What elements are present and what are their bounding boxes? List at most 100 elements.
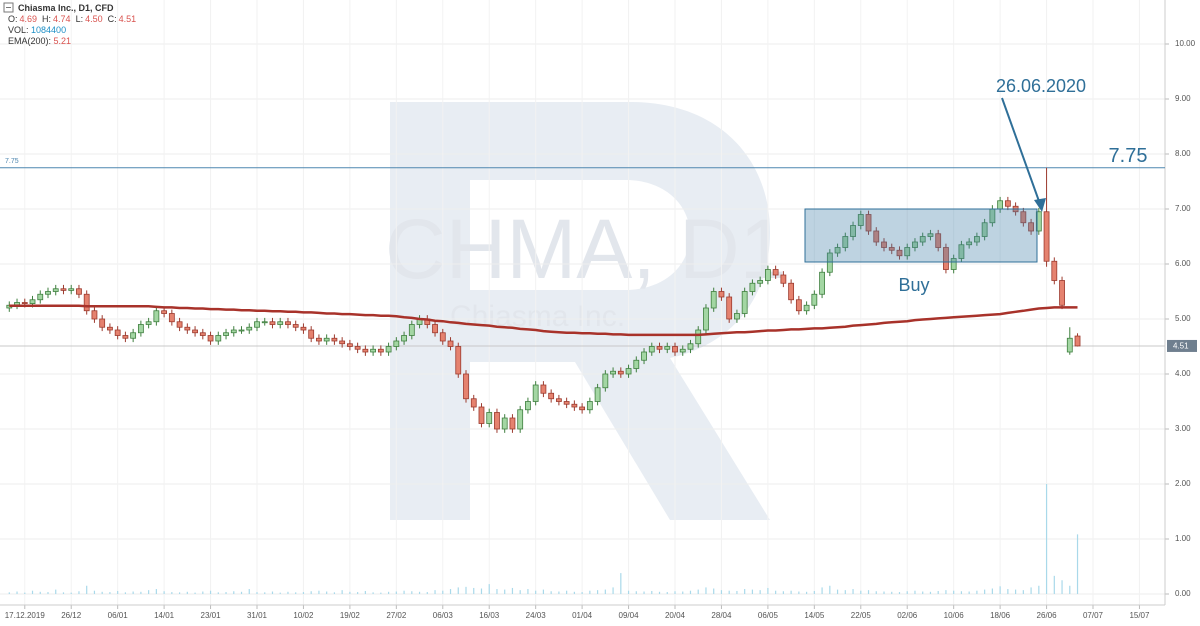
volume-bar — [744, 589, 746, 594]
candle-body — [300, 326, 307, 331]
candle-body — [478, 406, 485, 424]
volume-bar — [775, 590, 777, 594]
candle-body — [1004, 200, 1011, 207]
candle-body — [943, 247, 949, 270]
candle-body — [192, 329, 198, 334]
candle-body — [741, 291, 748, 314]
candle-body — [393, 340, 400, 347]
candle-body — [215, 335, 222, 342]
candle-body — [377, 348, 384, 353]
candle-body — [865, 214, 872, 232]
candle-body — [896, 249, 903, 257]
volume-bar — [39, 591, 41, 594]
x-tick-label: 23/01 — [201, 611, 222, 620]
volume-bar — [132, 591, 134, 594]
candle-body — [641, 351, 647, 361]
volume-bar — [713, 588, 715, 594]
candle-body — [517, 409, 524, 430]
watermark-symbol: CHMA, D1 — [385, 202, 786, 296]
volume-bar — [991, 588, 993, 594]
candle-body — [122, 335, 129, 339]
volume-bar — [364, 590, 366, 594]
candle-body — [83, 293, 90, 312]
candle-body — [997, 200, 1004, 210]
volume-bar — [867, 590, 870, 594]
level-label-small: 7.75 — [5, 158, 19, 165]
volume-bar — [937, 590, 939, 594]
candle-body — [114, 329, 121, 336]
volume-bar — [558, 591, 560, 594]
volume-bar — [295, 592, 297, 594]
legend-value: 4.69 — [20, 14, 38, 24]
candle-body — [316, 337, 322, 342]
volume-bar — [658, 591, 661, 594]
candle-body — [617, 370, 624, 375]
candle-body — [447, 340, 454, 347]
arrow-head — [1034, 198, 1046, 212]
candle-body — [850, 225, 856, 237]
candle-body — [21, 302, 28, 304]
volume-bar — [117, 590, 119, 594]
legend-label: H: — [42, 14, 51, 24]
volume-bar — [403, 590, 405, 594]
candle-body — [695, 329, 702, 345]
volume-bar — [16, 591, 18, 594]
candle-body — [261, 321, 268, 324]
candle-body — [285, 321, 291, 325]
candle-body — [532, 384, 539, 402]
legend-value: 4.50 — [85, 14, 103, 24]
volume-bar — [527, 589, 529, 594]
candle-body — [238, 329, 245, 332]
volume-bar — [488, 584, 490, 594]
y-tick-label: 6.00 — [1175, 259, 1191, 268]
candle-body — [857, 214, 864, 226]
volume-bar — [790, 590, 792, 594]
x-tick-label: 06/01 — [108, 611, 129, 620]
x-tick-label: 24/03 — [526, 611, 547, 620]
volume-bar — [550, 591, 552, 594]
volume-bar — [240, 591, 243, 594]
x-tick-label: 01/04 — [572, 611, 593, 620]
volume-bar — [465, 586, 467, 594]
volume-bar — [387, 591, 390, 594]
volume-bar — [953, 590, 955, 594]
candle-body — [803, 304, 810, 312]
candle-body — [254, 321, 260, 328]
volume-bar — [906, 591, 908, 594]
volume-bar — [945, 590, 947, 594]
y-tick-label: 2.00 — [1175, 479, 1191, 488]
candle-body — [1066, 337, 1073, 353]
candle-body — [401, 335, 407, 342]
volume-bar — [697, 589, 699, 594]
volume-bar — [720, 590, 723, 594]
volume-bar — [1076, 534, 1079, 594]
candle-body — [973, 236, 980, 243]
candle-body — [919, 236, 926, 243]
volume-bar — [496, 589, 498, 594]
volume-bar — [852, 589, 854, 594]
volume-bar — [999, 586, 1001, 594]
volume-bar — [821, 587, 823, 594]
candle-body — [540, 384, 547, 394]
volume-bar — [1061, 580, 1063, 594]
volume-bar — [140, 591, 142, 594]
legend-label: L: — [76, 14, 84, 24]
volume-bar — [511, 587, 514, 594]
volume-bar — [62, 592, 65, 594]
volume-bar — [109, 592, 111, 594]
volume-bar — [596, 590, 599, 594]
candle-body — [819, 271, 825, 295]
candle-body — [873, 230, 880, 243]
candle-body — [625, 368, 632, 375]
volume-bar — [434, 590, 436, 594]
volume-bar — [1045, 484, 1048, 594]
x-tick-label: 14/05 — [804, 611, 825, 620]
candle-body — [1043, 211, 1050, 262]
candle-body — [52, 288, 59, 292]
volume-bar — [960, 591, 963, 594]
candle-body — [579, 406, 586, 411]
volume-bar — [976, 590, 978, 594]
volume-bar — [968, 591, 970, 594]
volume-bar — [287, 591, 289, 594]
candle-body — [610, 370, 616, 375]
